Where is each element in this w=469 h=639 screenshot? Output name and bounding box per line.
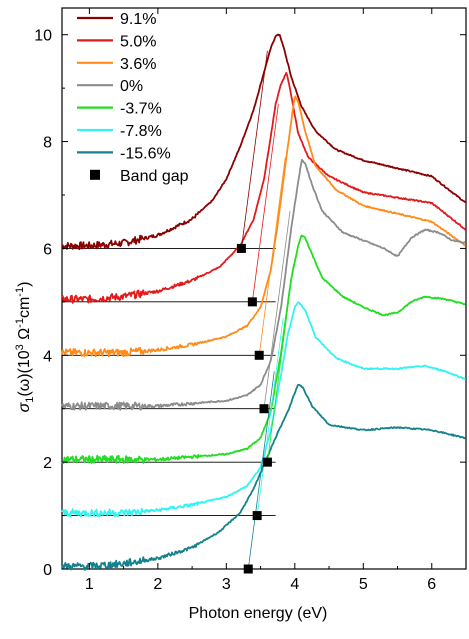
band-gap-marker-3.6% bbox=[254, 350, 264, 360]
series-line-5.0% bbox=[61, 72, 467, 304]
fit-line--7.8% bbox=[256, 317, 284, 516]
series-line-9.1% bbox=[61, 33, 466, 250]
axis-ticks: 1 2 3 4 5 6 0 2 4 6 8 10 bbox=[34, 8, 467, 593]
band-gap-marker-9.1% bbox=[236, 243, 246, 253]
x-tick-label: 3 bbox=[222, 576, 231, 593]
fit-line-0% bbox=[263, 210, 291, 409]
fit-line-9.1% bbox=[241, 50, 268, 249]
band-gap-fit-lines bbox=[241, 50, 294, 570]
x-tick-label: 5 bbox=[359, 576, 368, 593]
x-axis-label: Photon energy (eV) bbox=[189, 605, 328, 622]
band-gap-marker--3.7% bbox=[262, 457, 272, 467]
fit-line-5.0% bbox=[251, 104, 279, 302]
y-axis-label: σ1(ω)(103 Ω-1cm-1) bbox=[14, 282, 36, 413]
band-gap-markers bbox=[236, 243, 272, 574]
legend-label: 0% bbox=[120, 78, 143, 95]
y-tick-label: 10 bbox=[34, 28, 52, 45]
y-tick-label: 0 bbox=[43, 562, 52, 579]
legend-label: 5.0% bbox=[120, 33, 156, 50]
x-tick-label: 4 bbox=[290, 576, 299, 593]
legend-label: 9.1% bbox=[120, 11, 156, 28]
band-gap-marker-0% bbox=[259, 404, 269, 414]
band-gap-marker--7.8% bbox=[252, 511, 262, 521]
y-tick-label: 2 bbox=[43, 455, 52, 472]
series-lines bbox=[61, 33, 467, 571]
y-tick-label: 8 bbox=[43, 135, 52, 152]
legend-label: Band gap bbox=[120, 168, 189, 185]
x-tick-label: 6 bbox=[427, 576, 436, 593]
y-tick-label: 4 bbox=[43, 348, 52, 365]
legend: 9.1% 5.0% 3.6% 0% -3.7% -7.8% -15.6% Band gap bbox=[77, 11, 189, 185]
series-line-0% bbox=[61, 159, 467, 411]
fit-line--3.7% bbox=[267, 264, 294, 463]
x-tick-label: 2 bbox=[153, 576, 162, 593]
legend-label: -3.7% bbox=[120, 101, 162, 118]
x-tick-label: 1 bbox=[85, 576, 94, 593]
legend-label: 3.6% bbox=[120, 56, 156, 73]
band-gap-marker--15.6% bbox=[243, 564, 253, 574]
legend-band-gap-marker bbox=[90, 169, 100, 180]
series-line--7.8% bbox=[61, 301, 467, 518]
legend-label: -7.8% bbox=[120, 123, 162, 140]
legend-label: -15.6% bbox=[120, 145, 171, 162]
fit-line-3.6% bbox=[258, 157, 286, 356]
series-line--3.7% bbox=[61, 234, 466, 465]
fit-line--15.6% bbox=[247, 371, 275, 570]
y-tick-label: 6 bbox=[43, 241, 52, 258]
baselines bbox=[62, 247, 276, 570]
series-line-3.6% bbox=[61, 95, 467, 358]
band-gap-marker-5.0% bbox=[247, 297, 257, 307]
